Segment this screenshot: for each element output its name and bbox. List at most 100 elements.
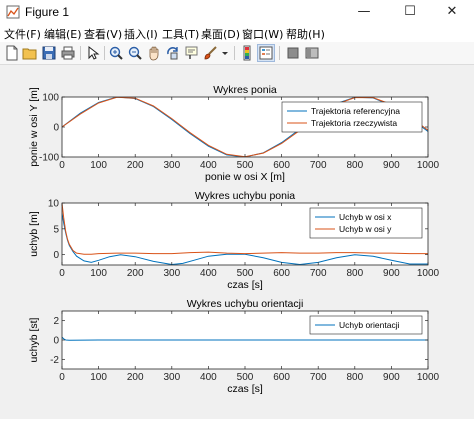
figure-canvas: 0 100 200 300 400 500 600 700 800 900 1000 -100 0 100… xyxy=(0,65,474,419)
window-title-bar[interactable]: Figure 1 — ☐ ✕ xyxy=(0,0,474,24)
x-tick-label: 400 xyxy=(200,268,217,279)
x-tick-label: 800 xyxy=(346,372,363,383)
x-tick-label: 700 xyxy=(310,268,327,279)
menu-view[interactable]: 查看(V) xyxy=(84,28,123,41)
x-tick-label: 100 xyxy=(90,372,107,383)
pan-icon[interactable] xyxy=(146,45,162,61)
subplot-3: 0 100 200 300 400 500 600 700 800 900 1000-202Wykr… xyxy=(28,298,440,395)
chart-title: Wykres uchybu orientacji xyxy=(187,298,304,310)
x-tick-label: 700 xyxy=(310,372,327,383)
legend-box xyxy=(309,315,423,335)
x-tick-label: 500 xyxy=(237,160,254,171)
brush-icon[interactable] xyxy=(203,45,219,61)
colorbar-icon[interactable] xyxy=(239,45,255,61)
matlab-figure-icon xyxy=(6,5,20,19)
new-figure-icon[interactable] xyxy=(4,45,20,61)
x-tick-label: 900 xyxy=(383,160,400,171)
y-tick-label: 0 xyxy=(53,123,59,134)
legend-entry-1: Uchyb w osi x xyxy=(339,212,392,222)
x-tick-label: 1000 xyxy=(417,268,440,279)
chart-title: Wykres uchybu ponia xyxy=(195,190,295,202)
pointer-icon[interactable] xyxy=(85,45,101,61)
subplot-2: 0 100 200 300 400 500 600 700 800 900 1000 0 5 10 Wykr… xyxy=(28,190,440,291)
menu-desktop[interactable]: 桌面(D) xyxy=(201,28,241,41)
x-tick-label: 400 xyxy=(200,160,217,171)
x-tick-label: 300 xyxy=(163,268,180,279)
series-line-1 xyxy=(62,336,428,341)
legend-box xyxy=(281,101,423,133)
x-tick-label: 100 xyxy=(90,160,107,171)
toolbar-separator xyxy=(234,46,235,60)
x-tick-label: 500 xyxy=(237,268,254,279)
chart-title: Wykres ponia xyxy=(213,84,277,96)
x-tick-label: 500 xyxy=(237,372,254,383)
legend-icon[interactable] xyxy=(257,44,275,62)
y-tick-label: -100 xyxy=(39,153,59,164)
x-tick-label: 700 xyxy=(310,160,327,171)
minimize-button[interactable]: — xyxy=(357,4,371,19)
y-axis-label: uchyb [m] xyxy=(28,211,40,257)
data-cursor-icon[interactable] xyxy=(184,45,200,61)
x-axis-label: czas [s] xyxy=(227,383,263,395)
x-tick-label: 600 xyxy=(273,372,290,383)
toolbar-separator xyxy=(104,46,105,60)
x-tick-label: 0 xyxy=(59,372,65,383)
x-tick-label: 200 xyxy=(127,268,144,279)
hide-plot-tools-icon[interactable] xyxy=(285,45,301,61)
zoom-in-icon[interactable] xyxy=(108,45,124,61)
legend-box xyxy=(309,207,423,239)
x-tick-label: 600 xyxy=(273,268,290,279)
toolbar-separator xyxy=(80,46,81,60)
menu-insert[interactable]: 插入(I) xyxy=(124,28,158,41)
y-tick-label: 0 xyxy=(53,336,59,347)
x-axis-label: ponie w osi X [m] xyxy=(205,171,285,183)
menu-bar: 文件(F) 编辑(E) 查看(V) 插入(I) 工具(T) 桌面(D) 窗口(W… xyxy=(0,24,474,42)
x-tick-label: 300 xyxy=(163,372,180,383)
maximize-button[interactable]: ☐ xyxy=(404,4,416,19)
y-tick-label: 2 xyxy=(53,316,59,327)
x-axis-label: czas [s] xyxy=(227,279,263,291)
subplot-1: 0 100 200 300 400 500 600 700 800 900 1000-1000100… xyxy=(28,84,440,183)
x-tick-label: 800 xyxy=(346,268,363,279)
legend-entry-2: Uchyb w osi y xyxy=(339,224,392,234)
close-button[interactable]: ✕ xyxy=(446,4,458,19)
figure-toolbar xyxy=(0,42,474,65)
y-tick-label: 10 xyxy=(48,199,60,210)
brush-dropdown-icon[interactable] xyxy=(220,45,230,61)
y-tick-label: -2 xyxy=(50,355,59,366)
x-tick-label: 200 xyxy=(127,372,144,383)
x-tick-label: 400 xyxy=(200,372,217,383)
menu-edit[interactable]: 编辑(E) xyxy=(44,28,82,41)
y-tick-label: 0 xyxy=(53,250,59,261)
figure-svg: 0 100 200 300 400 500 600 700 800 900 1000-1000100… xyxy=(28,84,440,395)
open-file-icon[interactable] xyxy=(22,45,38,61)
series-line-2 xyxy=(62,203,428,255)
x-tick-label: 900 xyxy=(383,268,400,279)
x-tick-label: 800 xyxy=(346,160,363,171)
x-tick-label: 0 xyxy=(59,268,65,279)
menu-window[interactable]: 窗口(W) xyxy=(242,28,284,41)
save-icon[interactable] xyxy=(41,45,57,61)
toolbar-separator xyxy=(279,46,280,60)
x-tick-label: 1000 xyxy=(417,372,440,383)
x-tick-label: 100 xyxy=(90,268,107,279)
x-tick-label: 900 xyxy=(383,372,400,383)
legend-entry-2: Trajektoria rzeczywista xyxy=(311,118,397,128)
legend: Uchyb orientacji xyxy=(309,315,423,335)
series-line-1 xyxy=(62,213,428,265)
menu-help[interactable]: 帮助(H) xyxy=(286,28,325,41)
y-axis-label: uchyb [st] xyxy=(28,317,40,362)
y-axis-label: ponie w osi Y [m] xyxy=(28,87,40,167)
x-tick-label: 200 xyxy=(127,160,144,171)
legend: Trajektoria referencyjna Trajektoria rzec… xyxy=(281,101,423,133)
legend-entry-1: Trajektoria referencyjna xyxy=(311,106,400,116)
zoom-out-icon[interactable] xyxy=(127,45,143,61)
menu-file[interactable]: 文件(F) xyxy=(4,28,41,41)
x-tick-label: 600 xyxy=(273,160,290,171)
rotate-3d-icon[interactable] xyxy=(165,45,181,61)
print-icon[interactable] xyxy=(60,45,76,61)
show-plot-tools-icon[interactable] xyxy=(304,45,320,61)
x-tick-label: 300 xyxy=(163,160,180,171)
menu-tools[interactable]: 工具(T) xyxy=(162,28,200,41)
window-title: Figure 1 xyxy=(25,5,70,19)
